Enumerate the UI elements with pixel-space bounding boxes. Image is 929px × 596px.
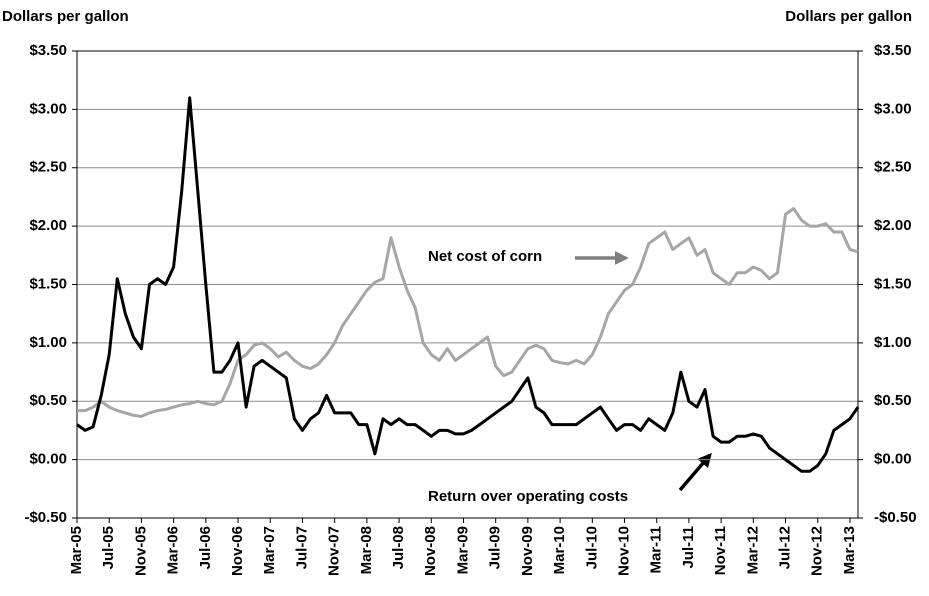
x-tick-label: Nov-09 bbox=[519, 526, 536, 576]
x-tick-label: Mar-10 bbox=[551, 526, 568, 574]
y-axis-title: Dollars per gallon bbox=[2, 8, 129, 25]
x-tick-label: Mar-12 bbox=[744, 526, 761, 574]
x-tick-label: Jul-05 bbox=[100, 526, 117, 569]
x-tick-label: Jul-10 bbox=[583, 526, 600, 569]
x-tick-label: Jul-09 bbox=[487, 526, 504, 569]
y2-tick-label: $1.50 bbox=[874, 275, 912, 292]
series-label: Return over operating costs bbox=[428, 488, 628, 505]
x-tick-label: Jul-11 bbox=[680, 526, 697, 569]
plot-frame bbox=[76, 50, 859, 519]
y2-tick-label: $0.00 bbox=[874, 451, 912, 468]
series-label: Net cost of corn bbox=[428, 248, 542, 265]
x-tick-label: Mar-09 bbox=[454, 526, 471, 574]
x-tick-label: Jul-07 bbox=[293, 526, 310, 569]
x-tick-label: Mar-13 bbox=[841, 526, 858, 574]
x-tick-label: Nov-05 bbox=[132, 526, 149, 576]
x-tick-label: Nov-07 bbox=[326, 526, 343, 576]
y2-tick-label: $2.00 bbox=[874, 217, 912, 234]
y2-tick-label: $3.00 bbox=[874, 100, 912, 117]
annotation-arrow bbox=[678, 452, 712, 492]
x-tick-label: Mar-06 bbox=[165, 526, 182, 574]
series-line bbox=[77, 207, 859, 418]
y2-tick-label: $3.50 bbox=[874, 42, 912, 59]
x-tick-label: Nov-11 bbox=[712, 526, 729, 575]
y2-tick-label: $2.50 bbox=[874, 159, 912, 176]
y-tick-label: $3.00 bbox=[29, 100, 67, 117]
x-tick-label: Mar-11 bbox=[648, 526, 665, 574]
x-tick-label: Nov-10 bbox=[615, 526, 632, 576]
y-tick-label: -$0.50 bbox=[24, 509, 67, 526]
y-tick-label: $2.00 bbox=[29, 217, 67, 234]
y2-tick-label: -$0.50 bbox=[874, 509, 917, 526]
y2-tick-label: $0.50 bbox=[874, 392, 912, 409]
y-tick-label: $1.00 bbox=[29, 334, 67, 351]
x-tick-label: Jul-12 bbox=[777, 526, 794, 569]
x-tick-label: Mar-05 bbox=[68, 526, 85, 574]
x-tick-label: Nov-08 bbox=[422, 526, 439, 576]
x-tick-label: Nov-06 bbox=[229, 526, 246, 576]
x-tick-label: Jul-06 bbox=[197, 526, 214, 569]
x-tick-label: Mar-07 bbox=[261, 526, 278, 574]
y-tick-label: $3.50 bbox=[29, 42, 67, 59]
x-tick-label: Mar-08 bbox=[358, 526, 375, 574]
y-tick-label: $0.00 bbox=[29, 451, 67, 468]
series-line bbox=[76, 96, 860, 473]
y-tick-label: $2.50 bbox=[29, 159, 67, 176]
y2-axis-title: Dollars per gallon bbox=[785, 8, 912, 25]
y-tick-label: $0.50 bbox=[29, 392, 67, 409]
y-tick-label: $1.50 bbox=[29, 275, 67, 292]
x-tick-label: Nov-12 bbox=[809, 526, 826, 576]
x-tick-label: Jul-08 bbox=[390, 526, 407, 569]
y2-tick-label: $1.00 bbox=[874, 334, 912, 351]
